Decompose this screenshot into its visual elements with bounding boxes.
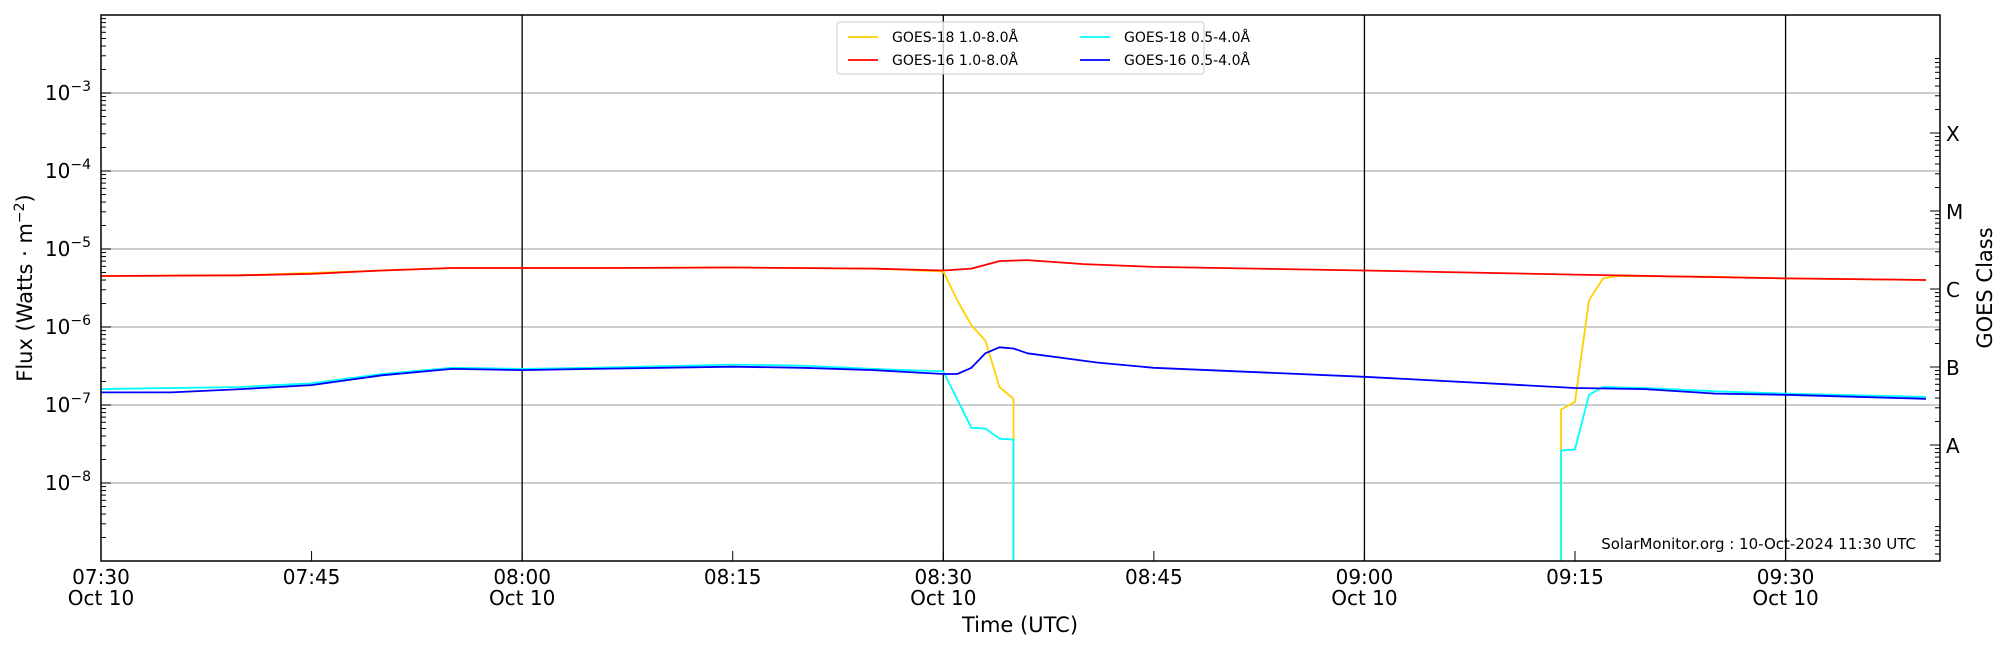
plot-series	[101, 259, 1927, 561]
legend-label: GOES-18 0.5-4.0Å	[1124, 29, 1250, 46]
y-tick-label: 10−4	[45, 157, 91, 183]
y-tick-label: 10−7	[45, 391, 91, 417]
x-tick-label: 08:15	[704, 565, 762, 589]
x-tick-label: 07:30	[72, 565, 130, 589]
goes-class-B: B	[1946, 356, 1960, 380]
series-line-3	[101, 346, 1927, 400]
series-line-2	[101, 363, 1927, 561]
goes-class-A: A	[1946, 434, 1960, 458]
x-tick-label: 08:00	[493, 565, 551, 589]
y-tick-labels: 10−8 10−7 10−6 10−5 10−4 10−3	[45, 79, 91, 495]
y-axis-label: Flux (Watts · m−2)	[12, 194, 37, 382]
y-tick-label: 10−5	[45, 235, 91, 261]
grid	[101, 92, 1940, 484]
legend-label: GOES-16 0.5-4.0Å	[1124, 52, 1250, 69]
right-y-axis-label: GOES Class	[1973, 227, 1997, 348]
series-line-1	[101, 259, 1927, 281]
y-tick-label: 10−3	[45, 79, 91, 105]
x-tick-label: 09:30	[1757, 565, 1815, 589]
x-tick-date: Oct 10	[68, 586, 134, 610]
x-tick-label: 07:45	[283, 565, 341, 589]
axis-ticks	[100, 18, 1940, 562]
x-tick-date: Oct 10	[489, 586, 555, 610]
goes-class-C: C	[1946, 278, 1960, 302]
goes-class-X: X	[1946, 122, 1960, 146]
legend-label: GOES-18 1.0-8.0Å	[892, 29, 1018, 46]
goes-class-M: M	[1946, 200, 1963, 224]
x-axis-label: Time (UTC)	[961, 613, 1078, 637]
vertical-hour-lines	[521, 15, 1787, 561]
x-tick-date: Oct 10	[1752, 586, 1818, 610]
legend-label: GOES-16 1.0-8.0Å	[892, 52, 1018, 69]
x-tick-label: 08:45	[1125, 565, 1183, 589]
y-tick-label: 10−8	[45, 469, 91, 495]
legend-box	[836, 21, 1205, 75]
goes-class-labels: X M C B A	[1946, 122, 1963, 458]
y-tick-label: 10−6	[45, 313, 91, 339]
watermark-annotation: SolarMonitor.org : 10-Oct-2024 11:30 UTC	[1601, 535, 1916, 553]
x-tick-date: Oct 10	[910, 586, 976, 610]
legend: GOES-18 1.0-8.0Å GOES-16 1.0-8.0Å GOES-18 …	[836, 21, 1250, 75]
x-tick-date: Oct 10	[1331, 586, 1397, 610]
x-tick-label: 09:15	[1546, 565, 1604, 589]
x-tick-label: 09:00	[1336, 565, 1394, 589]
plot-frame	[100, 14, 1941, 562]
x-tick-label: 08:30	[914, 565, 972, 589]
